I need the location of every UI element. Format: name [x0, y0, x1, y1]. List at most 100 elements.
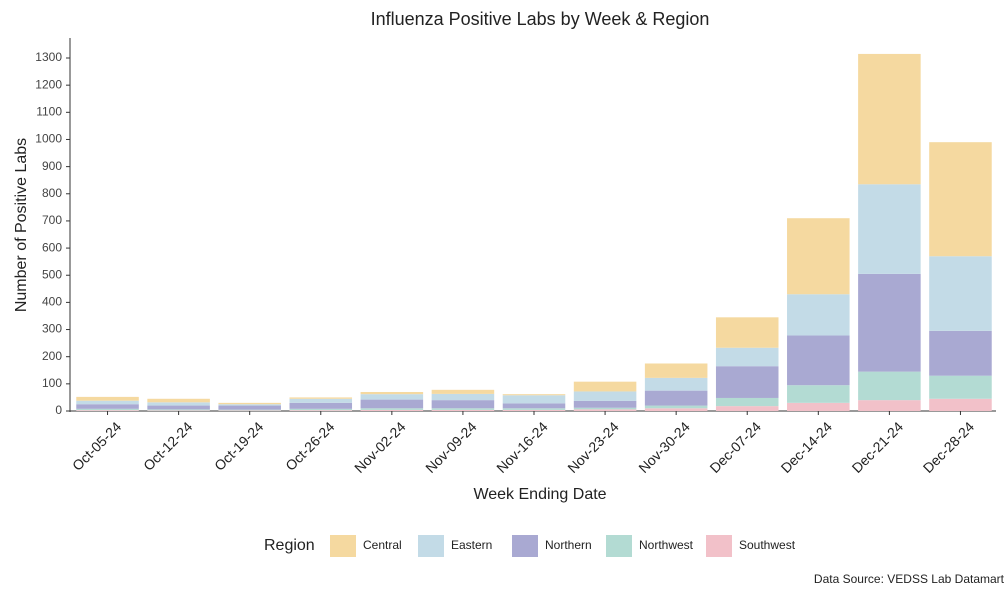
x-tick-label: Nov-30-24 [635, 418, 693, 476]
y-tick-label: 0 [55, 403, 62, 417]
bar-segment [858, 273, 921, 372]
bar-segment [289, 402, 353, 409]
bar-segment [76, 410, 139, 411]
y-tick-label: 700 [42, 213, 62, 227]
bar-segment [76, 400, 139, 405]
bar-segment [218, 405, 281, 410]
bar-segment [929, 256, 992, 331]
bar-segment [360, 399, 424, 409]
x-tick-label: Dec-07-24 [706, 418, 764, 476]
bar-segment [929, 142, 992, 257]
bar-segment [929, 330, 992, 376]
bar-segment [644, 363, 708, 378]
bar-segment [715, 317, 779, 348]
bar-segment [715, 366, 779, 398]
bar-segment [858, 400, 921, 411]
bar-segment [929, 398, 992, 411]
bar-segment [644, 390, 708, 406]
legend-label: Eastern [451, 538, 492, 552]
bar-segment [218, 402, 281, 405]
x-tick-label: Dec-14-24 [778, 418, 836, 476]
bar-segment [787, 402, 850, 411]
bar-segment [76, 408, 139, 411]
y-tick-label: 300 [42, 322, 62, 336]
bar-segment [644, 405, 708, 409]
bar-segment [787, 218, 850, 295]
bar-segment [573, 400, 637, 408]
y-tick-label: 400 [42, 295, 62, 309]
y-tick-label: 1200 [35, 77, 62, 91]
legend-label: Southwest [739, 538, 796, 552]
x-tick-label: Dec-21-24 [849, 418, 907, 476]
y-tick-label: 1300 [35, 50, 62, 64]
legend-title: Region [264, 537, 315, 554]
bar-segment [431, 389, 495, 394]
bar-segment [147, 402, 210, 406]
bar-segment [787, 335, 850, 386]
legend-label: Northern [545, 538, 592, 552]
x-tick-label: Nov-09-24 [422, 418, 480, 476]
bar-segment [360, 408, 424, 410]
bar-segment [147, 410, 210, 411]
bar-segment [787, 385, 850, 403]
bar-segment [289, 410, 353, 411]
bar-segment [218, 410, 281, 411]
legend-label: Northwest [639, 538, 694, 552]
x-tick-label: Oct-19-24 [211, 418, 266, 473]
y-tick-label: 600 [42, 240, 62, 254]
bar-segment [431, 393, 495, 401]
y-tick-label: 900 [42, 159, 62, 173]
x-tick-label: Dec-28-24 [920, 418, 978, 476]
x-tick-label: Oct-12-24 [140, 418, 195, 473]
bar-segment [502, 408, 566, 410]
y-tick-label: 1000 [35, 132, 62, 146]
bar-segment [787, 294, 850, 336]
bar-segment [360, 394, 424, 400]
bar-segment [573, 407, 637, 410]
legend-label: Central [363, 538, 402, 552]
bar-segment [715, 406, 779, 411]
bar-segment [431, 400, 495, 409]
legend-swatch [706, 535, 732, 557]
bar-segment [289, 408, 353, 411]
bar-segment [147, 405, 210, 410]
bar-segment [715, 397, 779, 407]
bar-segment [360, 391, 424, 395]
bar-segment [573, 409, 637, 411]
y-tick-label: 1100 [36, 104, 62, 118]
bar-segment [715, 347, 779, 367]
bar-segment [573, 391, 637, 401]
bar-segment [858, 53, 921, 185]
bar-segment [289, 398, 353, 403]
x-tick-label: Oct-26-24 [282, 418, 337, 473]
x-tick-label: Nov-16-24 [493, 418, 551, 476]
bar-segment [218, 409, 281, 411]
bar-segment [218, 404, 281, 406]
bar-segment [858, 371, 921, 401]
bar-segment [858, 184, 921, 274]
chart-title: Influenza Positive Labs by Week & Region [371, 9, 710, 29]
bar-segment [929, 375, 992, 399]
bar-segment [644, 377, 708, 391]
bar-segment [289, 397, 353, 399]
y-tick-label: 100 [42, 376, 62, 390]
bar-segment [76, 396, 139, 401]
y-tick-label: 800 [42, 186, 62, 200]
bar-segment [360, 409, 424, 411]
bar-segment [431, 408, 495, 410]
bar-segment [573, 381, 637, 392]
bar-segment [502, 395, 566, 404]
bar-segment [502, 403, 566, 409]
caption: Data Source: VEDSS Lab Datamart [814, 572, 1005, 586]
legend-swatch [330, 535, 356, 557]
y-axis-label: Number of Positive Labs [13, 138, 30, 312]
bar-segment [502, 409, 566, 411]
x-tick-label: Oct-05-24 [69, 418, 124, 473]
bar-segment [431, 409, 495, 411]
legend-swatch [418, 535, 444, 557]
bar-segment [147, 398, 210, 403]
bar-segment [76, 404, 139, 409]
x-axis-label: Week Ending Date [473, 486, 606, 503]
bar-segment [147, 409, 210, 411]
